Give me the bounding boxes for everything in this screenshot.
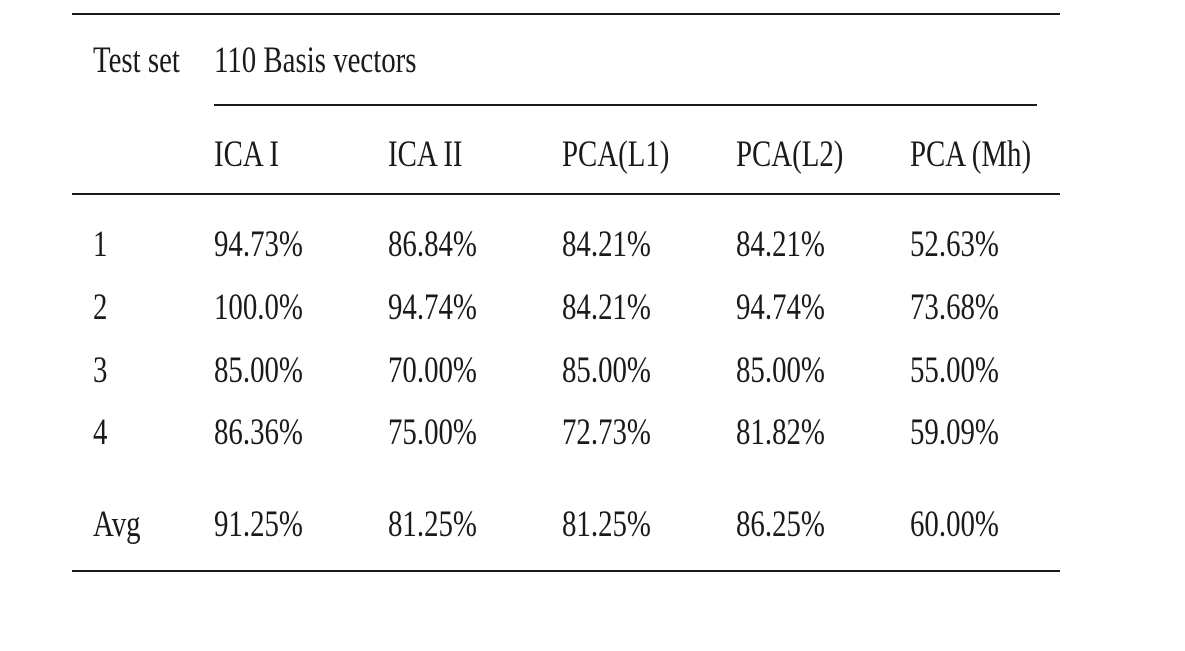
column-header-ica-1: ICA I [214,134,279,175]
table-cell: 94.73% [214,224,303,265]
header-bottom-rule [72,193,1060,195]
column-header-pca-mh: PCA (Mh) [910,134,1032,175]
table-cell: 84.21% [562,287,651,328]
table-cell: 81.25% [562,504,651,545]
table-cell: 85.00% [214,350,303,391]
column-header-pca-l1: PCA(L1) [562,134,670,175]
table-cell: 72.73% [562,412,651,453]
table-cell: 70.00% [388,350,477,391]
row-label: 1 [93,224,108,265]
table-cell: 73.68% [910,287,999,328]
column-header-pca-l2: PCA(L2) [736,134,844,175]
column-header-ica-2: ICA II [388,134,463,175]
table-cell: 100.0% [214,287,303,328]
table-cell: 55.00% [910,350,999,391]
row-label: 4 [93,412,108,453]
table-cell: 86.84% [388,224,477,265]
table-cell: 85.00% [562,350,651,391]
row-label: 3 [93,350,108,391]
table-cell: 94.74% [736,287,825,328]
table-cell: 86.36% [214,412,303,453]
table-cell: 60.00% [910,504,999,545]
table-cell: 81.25% [388,504,477,545]
top-rule [72,13,1060,15]
row-label: Avg [93,504,141,545]
table-cell: 85.00% [736,350,825,391]
table-cell: 84.21% [736,224,825,265]
table-cell: 86.25% [736,504,825,545]
row-label: 2 [93,287,108,328]
table-cell: 94.74% [388,287,477,328]
table-cell: 91.25% [214,504,303,545]
group-header-rule [214,104,1037,106]
table-cell: 84.21% [562,224,651,265]
bottom-rule [72,570,1060,572]
table-cell: 81.82% [736,412,825,453]
group-header: 110 Basis vectors [214,40,417,81]
stub-header: Test set [93,40,180,81]
table-cell: 52.63% [910,224,999,265]
table-cell: 59.09% [910,412,999,453]
table-cell: 75.00% [388,412,477,453]
